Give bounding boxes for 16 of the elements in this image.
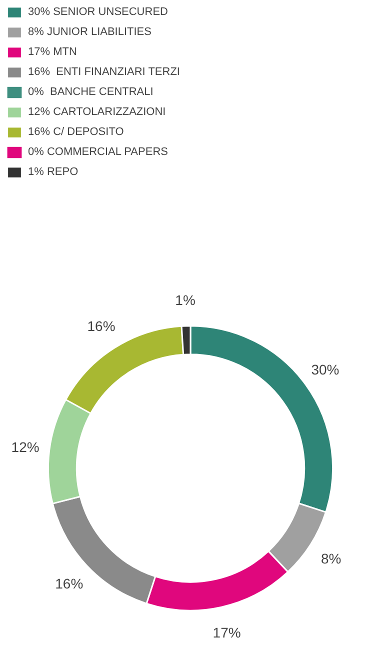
legend-label: 8% JUNIOR LIABILITIES	[28, 26, 152, 38]
legend-label: 16% ENTI FINANZIARI TERZI	[28, 66, 180, 78]
legend-label: 17% MTN	[28, 46, 77, 58]
data-label: 17%	[212, 624, 241, 640]
legend-label: 1% REPO	[28, 166, 78, 178]
data-label: 12%	[11, 439, 40, 456]
data-label: 1%	[175, 292, 196, 308]
data-label: 8%	[320, 550, 342, 566]
legend-label: 30% SENIOR UNSECURED	[28, 6, 168, 18]
legend-label: 16% C/ DEPOSITO	[28, 126, 124, 138]
data-label: 30%	[311, 361, 340, 378]
data-label: 16%	[55, 575, 84, 592]
legend-label: 0% BANCHE CENTRALI	[28, 86, 154, 98]
data-label: 16%	[87, 318, 116, 334]
legend-label: 0% COMMERCIAL PAPERS	[28, 146, 168, 158]
legend-label: 12% CARTOLARIZZAZIONI	[28, 106, 166, 118]
